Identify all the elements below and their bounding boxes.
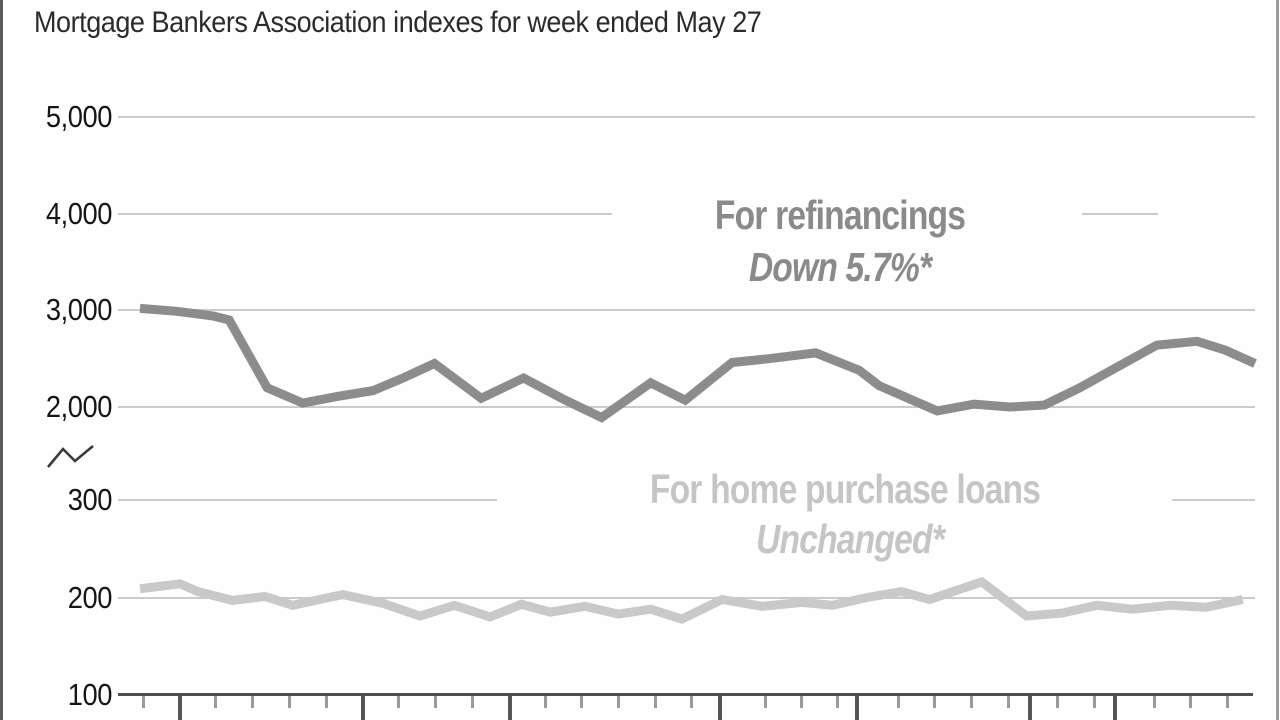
series-change-purchase: Unchanged* bbox=[756, 516, 945, 562]
chart-title: Mortgage Bankers Association indexes for… bbox=[34, 6, 762, 39]
x-axis-major-tick bbox=[717, 696, 722, 720]
x-axis-minor-tick bbox=[1056, 696, 1060, 708]
gridline-200 bbox=[118, 597, 1255, 599]
x-axis-minor-tick bbox=[616, 696, 620, 708]
x-axis-minor-tick bbox=[214, 696, 218, 708]
x-axis-minor-tick bbox=[1007, 696, 1011, 708]
x-axis-major-tick bbox=[361, 696, 365, 720]
x-axis-minor-tick bbox=[251, 696, 255, 708]
x-axis-line bbox=[118, 693, 1253, 696]
gridline-4000-right bbox=[1082, 213, 1158, 215]
series-label-purchase: For home purchase loans bbox=[649, 466, 1041, 512]
series-change-refinancings: Down 5.7%* bbox=[748, 244, 932, 290]
axis-break-icon bbox=[47, 445, 94, 468]
x-axis-minor-tick bbox=[933, 696, 937, 708]
x-axis-minor-tick bbox=[287, 696, 291, 708]
gridline-4000-left bbox=[118, 213, 612, 215]
y-tick-label-5000: 5,000 bbox=[45, 99, 113, 134]
x-axis-minor-tick bbox=[433, 696, 437, 708]
x-axis-major-tick bbox=[178, 696, 183, 720]
x-axis-minor-tick bbox=[896, 696, 900, 708]
gridline-300-left bbox=[118, 499, 497, 501]
y-tick-label-4000: 4,000 bbox=[45, 196, 113, 231]
x-axis-minor-tick bbox=[580, 696, 584, 708]
y-tick-label-300: 300 bbox=[67, 482, 113, 517]
x-axis-minor-tick bbox=[690, 696, 694, 708]
x-axis-minor-tick bbox=[544, 696, 548, 708]
y-tick-label-100: 100 bbox=[67, 677, 113, 712]
x-axis-major-tick bbox=[508, 696, 513, 720]
x-axis-minor-tick bbox=[653, 696, 657, 708]
x-axis-minor-tick bbox=[836, 696, 840, 708]
x-axis-minor-tick bbox=[324, 696, 328, 708]
series-line-purchase bbox=[139, 576, 1244, 624]
y-tick-label-200: 200 bbox=[67, 580, 113, 615]
x-axis-minor-tick bbox=[764, 696, 767, 708]
left-border bbox=[0, 0, 3, 720]
x-axis-minor-tick bbox=[1092, 696, 1096, 708]
x-axis-minor-tick bbox=[1225, 696, 1229, 708]
x-axis-minor-tick bbox=[970, 696, 974, 708]
series-label-refinancings: For refinancings bbox=[714, 192, 966, 238]
x-axis-major-tick bbox=[854, 696, 859, 720]
gridline-3000 bbox=[118, 309, 1255, 311]
gridline-300-right bbox=[1172, 499, 1255, 501]
x-axis-minor-tick bbox=[397, 696, 401, 708]
x-axis-minor-tick bbox=[1153, 696, 1157, 708]
y-tick-label-3000: 3,000 bbox=[45, 292, 113, 327]
x-axis-minor-tick bbox=[141, 696, 145, 708]
gridline-5000 bbox=[118, 116, 1255, 118]
x-axis-minor-tick bbox=[1188, 696, 1192, 708]
x-axis-major-tick bbox=[1112, 696, 1117, 720]
gridline-2000 bbox=[118, 406, 1255, 408]
x-axis-minor-tick bbox=[799, 696, 803, 708]
x-axis-major-tick bbox=[1027, 696, 1032, 720]
series-line-refinancings bbox=[139, 303, 1257, 423]
y-tick-label-2000: 2,000 bbox=[45, 389, 113, 424]
right-border bbox=[1276, 0, 1279, 720]
x-axis-minor-tick bbox=[470, 696, 474, 708]
